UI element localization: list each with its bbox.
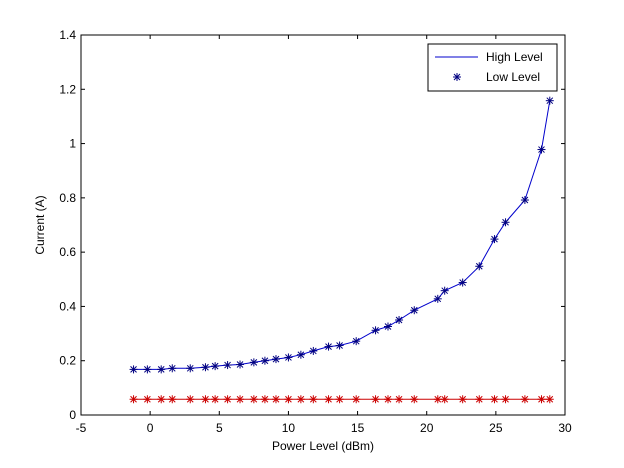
data-point-s1-11 <box>271 395 280 404</box>
data-point-s0-22 <box>433 294 442 303</box>
x-tick-label: 30 <box>558 421 572 435</box>
data-point-s0-20 <box>395 316 404 324</box>
data-point-s0-30 <box>545 96 554 105</box>
legend-box <box>427 43 558 92</box>
legend: High Level Low Level <box>427 43 558 92</box>
data-point-s0-8 <box>236 360 245 369</box>
axes-layer <box>80 34 566 416</box>
data-point-s1-20 <box>395 395 404 404</box>
y-tick-label: 1.2 <box>59 82 76 96</box>
data-point-s1-30 <box>545 395 554 404</box>
data-point-s0-15 <box>324 342 333 351</box>
data-point-s1-8 <box>236 395 245 404</box>
series-layer <box>129 96 554 404</box>
data-point-s0-27 <box>501 218 510 227</box>
data-point-s1-14 <box>309 395 318 404</box>
data-point-s1-6 <box>211 395 220 404</box>
data-point-s1-21 <box>410 395 419 404</box>
data-point-s0-19 <box>383 322 392 331</box>
data-point-s1-4 <box>186 395 195 404</box>
y-axis-label: Current (A) <box>33 195 47 254</box>
data-point-s0-23 <box>440 286 449 295</box>
y-tick-label: 0.8 <box>59 191 76 205</box>
y-tick-label: 1.4 <box>59 28 76 42</box>
data-point-s1-24 <box>458 395 467 404</box>
data-point-s1-25 <box>475 395 484 404</box>
legend-label-low: Low Level <box>486 70 540 84</box>
data-point-s0-24 <box>458 278 467 287</box>
data-point-s1-17 <box>352 395 361 404</box>
data-point-s0-1 <box>143 365 152 374</box>
data-point-s1-13 <box>296 395 305 404</box>
data-point-s0-10 <box>260 356 269 365</box>
x-tick-label: 0 <box>147 421 154 435</box>
data-point-s1-23 <box>440 395 449 404</box>
data-point-s0-5 <box>201 363 210 372</box>
legend-star-glyph <box>453 73 461 81</box>
data-point-s0-6 <box>211 362 220 371</box>
legend-star-marker <box>453 73 461 81</box>
data-point-s0-29 <box>537 145 546 154</box>
x-tick-label: 10 <box>282 421 296 435</box>
data-point-s0-4 <box>186 364 195 373</box>
x-axis-label: Power Level (dBm) <box>272 439 374 453</box>
plot-area <box>81 35 565 415</box>
y-tick-label: 0.6 <box>59 245 76 259</box>
data-point-s1-0 <box>129 395 138 404</box>
data-point-s1-5 <box>201 395 210 404</box>
data-point-s1-22 <box>433 395 442 404</box>
x-tick-label: 5 <box>216 421 223 435</box>
data-point-s1-1 <box>143 395 152 404</box>
data-point-s0-16 <box>335 341 344 350</box>
data-point-s1-18 <box>371 395 380 404</box>
data-point-s1-12 <box>284 395 293 404</box>
data-point-s1-9 <box>249 395 258 404</box>
x-tick-label: 15 <box>351 421 365 435</box>
data-point-s0-25 <box>475 262 484 271</box>
y-tick-label: 0 <box>69 408 76 422</box>
data-point-s0-21 <box>410 306 419 315</box>
y-tick-label: 1 <box>69 137 76 151</box>
data-point-s0-7 <box>223 361 232 370</box>
data-point-s0-28 <box>520 196 529 205</box>
data-point-s1-7 <box>223 395 232 404</box>
data-point-s0-0 <box>129 365 138 374</box>
data-point-s1-2 <box>157 395 166 404</box>
data-point-s1-29 <box>537 395 546 404</box>
data-point-s1-15 <box>324 395 333 404</box>
data-point-s1-16 <box>335 395 344 404</box>
data-point-s0-9 <box>249 358 258 367</box>
y-tick-label: 0.4 <box>59 299 76 313</box>
x-tick-label: 25 <box>489 421 503 435</box>
y-tick-label: 0.2 <box>59 354 76 368</box>
data-point-s0-11 <box>271 355 280 364</box>
data-point-s0-3 <box>168 364 177 373</box>
data-point-s1-10 <box>260 395 269 404</box>
x-tick-label: 20 <box>420 421 434 435</box>
data-point-s1-3 <box>168 395 177 404</box>
data-point-s0-26 <box>490 235 499 244</box>
data-point-s0-17 <box>352 337 361 346</box>
data-point-s1-19 <box>383 395 392 404</box>
axes-box <box>80 34 566 416</box>
x-tick-label: -5 <box>76 421 87 435</box>
data-point-s0-18 <box>371 326 380 335</box>
data-point-s0-12 <box>284 353 293 362</box>
data-point-s1-27 <box>501 395 510 404</box>
data-point-s0-2 <box>157 365 166 374</box>
data-point-s1-26 <box>490 395 499 404</box>
data-point-s0-13 <box>296 350 305 359</box>
legend-label-high: High Level <box>486 50 543 64</box>
data-point-s1-28 <box>520 395 529 404</box>
data-point-s0-14 <box>309 346 318 355</box>
